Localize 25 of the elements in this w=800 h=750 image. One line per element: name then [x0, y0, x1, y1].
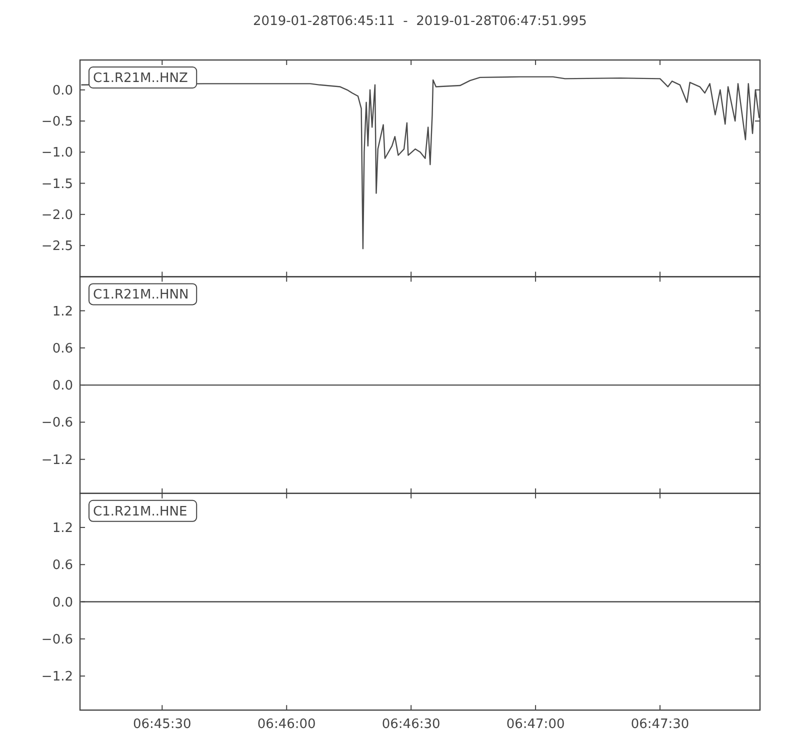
y-tick-label: 1.2 — [52, 304, 73, 320]
x-tick-label: 06:46:30 — [382, 717, 440, 732]
y-tick-label: 0.6 — [52, 558, 73, 574]
annotation: C1.R21M..HNE — [93, 504, 188, 520]
y-tick-label: −2.0 — [41, 208, 73, 223]
chart-title: 2019-01-28T06:45:11 - 2019-01-28T06:47:51.995 — [253, 14, 587, 29]
y-tick-label: −1.0 — [41, 146, 73, 161]
y-tick-label: −1.2 — [41, 452, 73, 468]
y-tick-label: 0.6 — [52, 341, 73, 356]
y-tick-label: 0.0 — [52, 83, 73, 98]
y-tick-label: 0.0 — [52, 378, 73, 394]
y-tick-label: −0.6 — [41, 632, 73, 648]
x-tick-label: 06:47:30 — [630, 717, 690, 732]
x-tick-label: 06:45:30 — [132, 717, 192, 732]
y-tick-label: −2.5 — [41, 239, 73, 254]
y-tick-label: −0.5 — [41, 114, 73, 130]
y-tick-label: −0.6 — [41, 416, 73, 431]
y-tick-label: 1.2 — [52, 521, 73, 536]
annotation: C1.R21M..HNN — [93, 288, 189, 303]
y-tick-label: −1.5 — [41, 176, 73, 192]
annotation: C1.R21M..HNZ — [93, 71, 188, 86]
x-tick-label: 06:47:00 — [506, 717, 565, 732]
y-tick-label: 0.0 — [52, 595, 73, 610]
x-tick-label: 06:46:00 — [257, 717, 316, 732]
y-tick-label: −1.2 — [41, 670, 73, 685]
